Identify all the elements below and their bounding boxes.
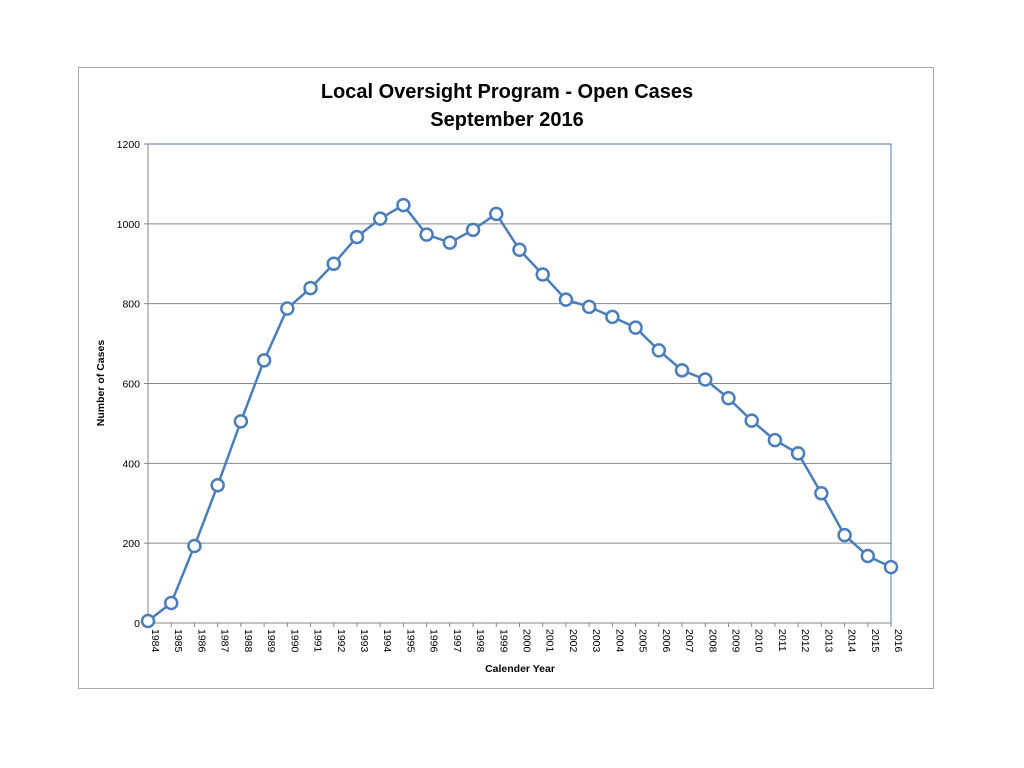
data-point — [581, 299, 597, 315]
data-point — [140, 613, 156, 629]
y-axis-ticks: 0 200 400 600 800 1000 1200 — [117, 139, 148, 630]
data-point — [814, 486, 829, 501]
data-point — [698, 372, 713, 387]
data-point — [744, 413, 759, 428]
y-tick-label: 800 — [122, 299, 140, 311]
x-tick-label: 1994 — [381, 629, 393, 653]
data-point — [721, 391, 736, 406]
chart-title: Local Oversight Program - Open Cases — [321, 81, 693, 103]
data-point — [489, 206, 504, 222]
data-point — [349, 229, 365, 245]
data-point — [628, 320, 643, 335]
data-point — [605, 309, 620, 325]
data-point — [535, 267, 550, 282]
data-point — [210, 478, 225, 493]
data-point — [883, 559, 899, 575]
x-tick-label: 1988 — [242, 629, 254, 653]
data-point — [372, 211, 388, 226]
y-axis-label: Number of Cases — [95, 340, 107, 427]
x-tick-label: 1989 — [265, 629, 277, 653]
x-tick-label: 1984 — [149, 629, 161, 653]
data-point — [280, 301, 295, 316]
gridlines — [148, 143, 891, 544]
y-tick-label: 1000 — [117, 219, 141, 231]
x-tick-label: 2004 — [613, 629, 625, 653]
data-point — [465, 222, 481, 238]
x-axis-ticks: 1984 1985 1986 1987 1988 1989 1990 1991 1992 1993… — [147, 623, 904, 653]
x-tick-label: 2015 — [869, 629, 881, 653]
data-point — [233, 414, 249, 429]
x-tick-label: 1997 — [451, 629, 463, 653]
x-tick-label: 1992 — [335, 629, 347, 653]
x-tick-label: 2011 — [776, 629, 788, 652]
x-tick-label: 2005 — [637, 629, 649, 653]
x-tick-label: 2008 — [706, 629, 718, 653]
data-point — [419, 227, 434, 242]
x-tick-label: 2016 — [892, 629, 904, 653]
series-line — [147, 203, 892, 622]
chart-subtitle: September 2016 — [430, 109, 583, 131]
data-point — [163, 595, 179, 611]
x-tick-label: 1986 — [195, 629, 207, 653]
x-tick-label: 2001 — [544, 629, 556, 653]
y-tick-label: 200 — [122, 538, 140, 550]
x-tick-label: 1990 — [288, 629, 300, 653]
data-point — [442, 235, 458, 250]
x-tick-label: 1993 — [358, 629, 370, 653]
data-point — [767, 432, 783, 448]
x-tick-label: 2007 — [683, 629, 695, 653]
data-point — [651, 343, 667, 358]
chart-frame — [78, 67, 934, 689]
x-tick-label: 1998 — [474, 629, 486, 653]
x-tick-label: 1987 — [219, 629, 231, 653]
x-axis-label: Calender Year — [485, 663, 555, 675]
data-point — [396, 197, 411, 213]
data-point — [790, 446, 806, 461]
x-tick-label: 2012 — [799, 629, 811, 653]
y-tick-label: 0 — [134, 618, 140, 630]
x-tick-label: 2009 — [729, 629, 741, 653]
data-point — [303, 280, 318, 296]
data-point — [558, 292, 574, 307]
data-point — [860, 548, 876, 564]
x-tick-label: 1995 — [404, 629, 416, 653]
x-tick-label: 2006 — [660, 629, 672, 653]
x-tick-label: 2010 — [753, 629, 765, 653]
y-tick-label: 400 — [122, 458, 140, 470]
x-tick-label: 2002 — [567, 629, 579, 653]
x-tick-label: 1999 — [497, 629, 509, 653]
data-point — [326, 256, 341, 271]
data-point — [256, 353, 272, 368]
x-tick-label: 2014 — [846, 629, 858, 653]
x-tick-label: 1996 — [428, 629, 440, 653]
data-point — [837, 527, 852, 543]
data-point — [512, 242, 527, 258]
data-point — [187, 538, 202, 554]
x-tick-label: 2003 — [590, 629, 602, 653]
data-point — [674, 363, 690, 378]
x-tick-label: 1991 — [312, 629, 324, 653]
y-tick-label: 600 — [122, 379, 140, 391]
x-tick-label: 2013 — [822, 629, 834, 653]
y-tick-label: 1200 — [117, 139, 141, 151]
series-open-cases — [140, 197, 899, 629]
x-tick-label: 1985 — [172, 629, 184, 653]
x-tick-label: 2000 — [521, 629, 533, 653]
